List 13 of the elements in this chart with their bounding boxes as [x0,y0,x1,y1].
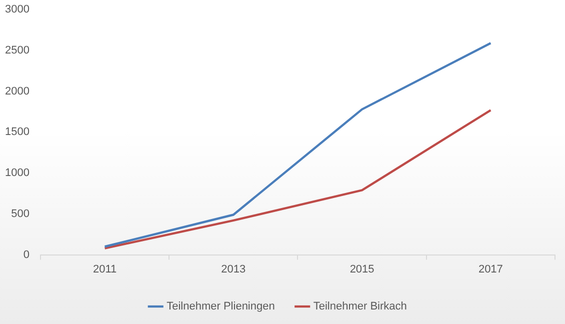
y-tick-label: 3000 [4,4,30,16]
x-tick-label: 2017 [478,263,503,276]
y-tick-label: 1000 [4,167,30,180]
y-tick-label: 2500 [4,44,30,56]
y-tick-label: 1500 [4,126,30,138]
legend-label: Teilnehmer Birkach [313,300,407,313]
legend-label: Teilnehmer Plieningen [166,300,275,313]
y-tick-label: 2000 [4,85,30,98]
x-tick-label: 2011 [92,263,117,276]
y-tick-label: 0 [23,248,30,261]
x-tick-label: 2015 [350,263,374,276]
x-tick-label: 2013 [221,263,246,276]
y-tick-label: 500 [11,208,30,220]
